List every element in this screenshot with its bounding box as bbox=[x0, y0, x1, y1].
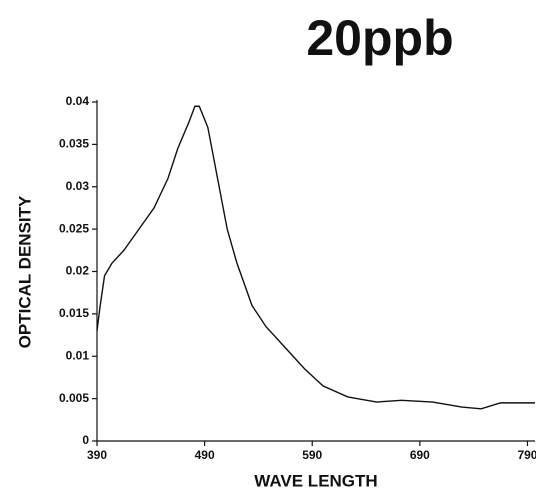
data-line bbox=[96, 105, 535, 410]
y-tick-label: 0.035 bbox=[59, 137, 89, 151]
x-axis-label: WAVE LENGTH bbox=[254, 471, 377, 490]
y-tick-label: 0.03 bbox=[66, 179, 90, 193]
y-tick-label: 0 bbox=[82, 433, 89, 447]
y-tick-label: 0.015 bbox=[59, 306, 89, 320]
y-tick-label: 0.02 bbox=[66, 264, 90, 278]
x-tick-label: 790 bbox=[517, 448, 536, 462]
x-tick-label: 390 bbox=[87, 448, 107, 462]
y-axis-label: OPTICAL DENSITY bbox=[15, 195, 34, 348]
y-tick-label: 0.025 bbox=[59, 221, 89, 235]
y-tick-label: 0.005 bbox=[59, 391, 89, 405]
x-tick-label: 590 bbox=[302, 448, 322, 462]
chart-title: 20ppb bbox=[306, 10, 453, 66]
x-tick-label: 490 bbox=[195, 448, 215, 462]
x-tick-label: 690 bbox=[410, 448, 430, 462]
y-tick-label: 0.01 bbox=[66, 348, 90, 362]
y-tick-label: 0.04 bbox=[66, 94, 90, 108]
